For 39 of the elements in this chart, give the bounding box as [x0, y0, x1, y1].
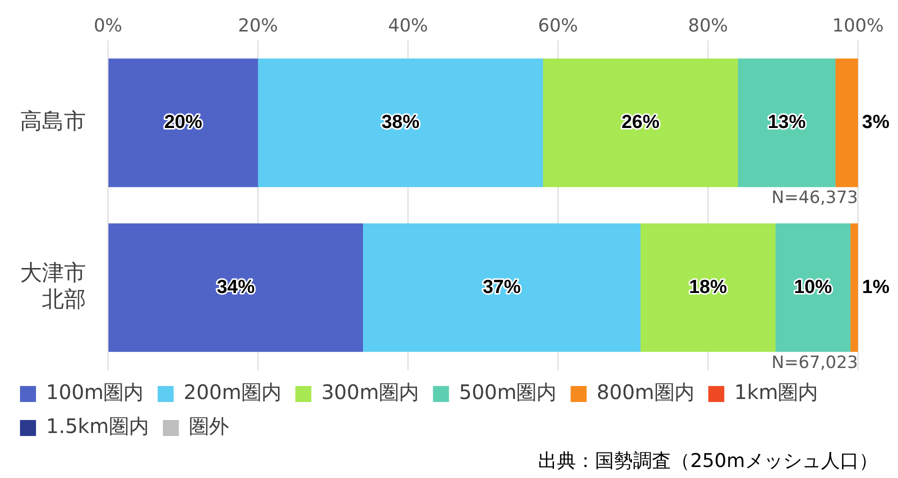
x-tick-label: 60%	[538, 15, 578, 36]
source-note: 出典：国勢調査（250mメッシュ人口）	[537, 449, 879, 474]
data-label: 10%	[794, 276, 832, 298]
x-tick-label: 100%	[832, 15, 884, 36]
bar	[776, 223, 850, 352]
data-label: 38%	[381, 112, 420, 134]
legend-label: 800m圏内	[596, 380, 694, 404]
data-label: 18%	[688, 276, 728, 298]
bar	[543, 58, 738, 188]
legend-label: 500m圏内	[458, 380, 557, 404]
bar	[363, 223, 640, 352]
data-label: 34%	[216, 276, 255, 298]
data-label: 37%	[482, 276, 521, 298]
legend-label: 200m圏内	[184, 380, 282, 404]
data-label: 20%	[164, 112, 202, 134]
x-tick-label: 80%	[688, 15, 728, 36]
legend-label: 1.5km圏内	[46, 414, 149, 438]
annotation: N=67,023	[772, 352, 858, 373]
bar	[108, 58, 258, 188]
data-label: 13%	[768, 112, 806, 134]
legend-label: 100m圏内	[46, 380, 144, 404]
x-tick-label: 40%	[388, 15, 428, 36]
bar	[640, 223, 776, 352]
bar	[108, 223, 363, 352]
data-label: 1%	[862, 276, 890, 298]
legend-label: 300m圏内	[321, 380, 419, 404]
annotation: N=46,373	[772, 188, 858, 208]
bar	[738, 58, 836, 188]
y-tick-label: 高島市	[20, 110, 86, 135]
data-label: 3%	[862, 112, 890, 134]
bar	[836, 58, 858, 188]
x-tick-label: 20%	[238, 15, 278, 36]
legend-label: 圏外	[188, 414, 229, 438]
x-tick-label: 0%	[94, 15, 122, 36]
legend-label: 1km圏内	[734, 380, 818, 404]
y-tick-label: 大津市北部	[20, 261, 86, 313]
bar	[850, 223, 858, 352]
bar	[258, 58, 543, 188]
data-label: 26%	[621, 112, 660, 134]
